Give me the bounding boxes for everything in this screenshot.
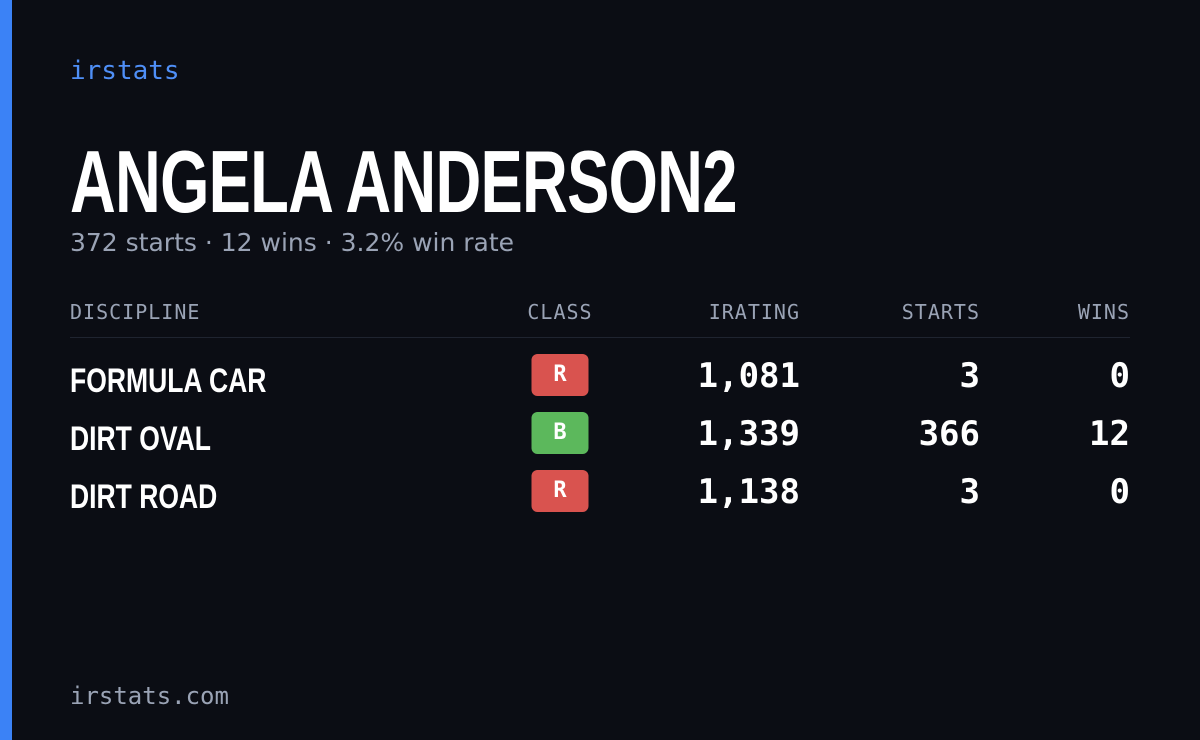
column-header: IRATING bbox=[708, 300, 800, 324]
accent-bar bbox=[0, 0, 12, 740]
footer: irstats.com bbox=[70, 682, 229, 710]
wins: 0 bbox=[1109, 472, 1130, 512]
subtitle: 372 starts · 12 wins · 3.2% win rate bbox=[70, 228, 515, 257]
class-badge: B bbox=[531, 412, 589, 454]
column-header: STARTS bbox=[901, 300, 980, 324]
irating: 1,138 bbox=[697, 472, 800, 512]
starts: 366 bbox=[918, 414, 980, 454]
starts: 3 bbox=[959, 356, 980, 396]
column-header: CLASS bbox=[527, 300, 593, 324]
starts: 3 bbox=[959, 472, 980, 512]
wins: 12 bbox=[1089, 414, 1130, 454]
irating: 1,339 bbox=[697, 414, 800, 454]
class-badge: R bbox=[531, 470, 589, 512]
column-header: WINS bbox=[1077, 300, 1130, 324]
discipline: DIRT OVAL bbox=[70, 420, 211, 458]
brand: irstats bbox=[70, 56, 180, 86]
header-rule bbox=[70, 337, 1130, 338]
column-header: DISCIPLINE bbox=[70, 300, 201, 324]
discipline: FORMULA CAR bbox=[70, 362, 267, 400]
title: ANGELA ANDERSON2 bbox=[70, 132, 737, 231]
irating: 1,081 bbox=[697, 356, 800, 396]
wins: 0 bbox=[1109, 356, 1130, 396]
class-badge: R bbox=[531, 354, 589, 396]
discipline: DIRT ROAD bbox=[70, 478, 218, 516]
